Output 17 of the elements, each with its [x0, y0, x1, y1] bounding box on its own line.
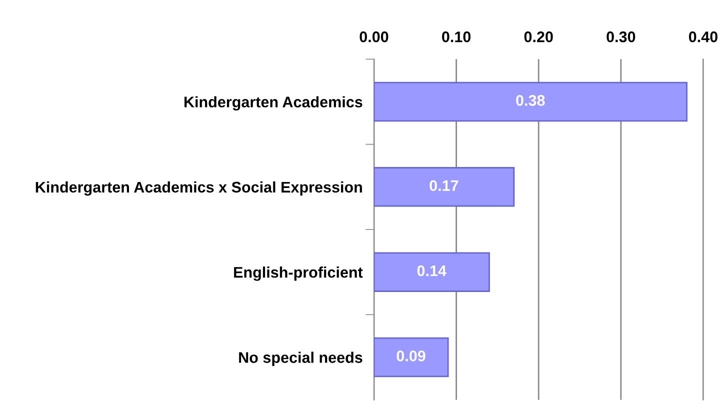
data-label: 0.14	[417, 265, 446, 276]
bar	[374, 337, 449, 378]
bar	[374, 82, 688, 122]
y-tick-label: English-proficient	[234, 266, 363, 281]
data-label: 0.09	[396, 350, 426, 362]
x-tick-label: 0.10	[442, 31, 471, 42]
bar	[374, 252, 490, 292]
x-tick-label: 0.20	[524, 31, 553, 42]
bar	[374, 167, 515, 207]
data-label: 0.38	[516, 95, 545, 106]
y-tick-label: Kindergarten Academics x Social Expression	[36, 181, 362, 196]
y-tick-label: Kindergarten Academics	[184, 96, 362, 111]
x-tick-label: 0.30	[606, 31, 636, 42]
x-tick-label: 0.40	[688, 31, 718, 42]
data-label: 0.17	[430, 180, 458, 192]
y-tick-label: No special needs	[239, 352, 362, 366]
x-tick-label: 0.00	[360, 31, 388, 42]
